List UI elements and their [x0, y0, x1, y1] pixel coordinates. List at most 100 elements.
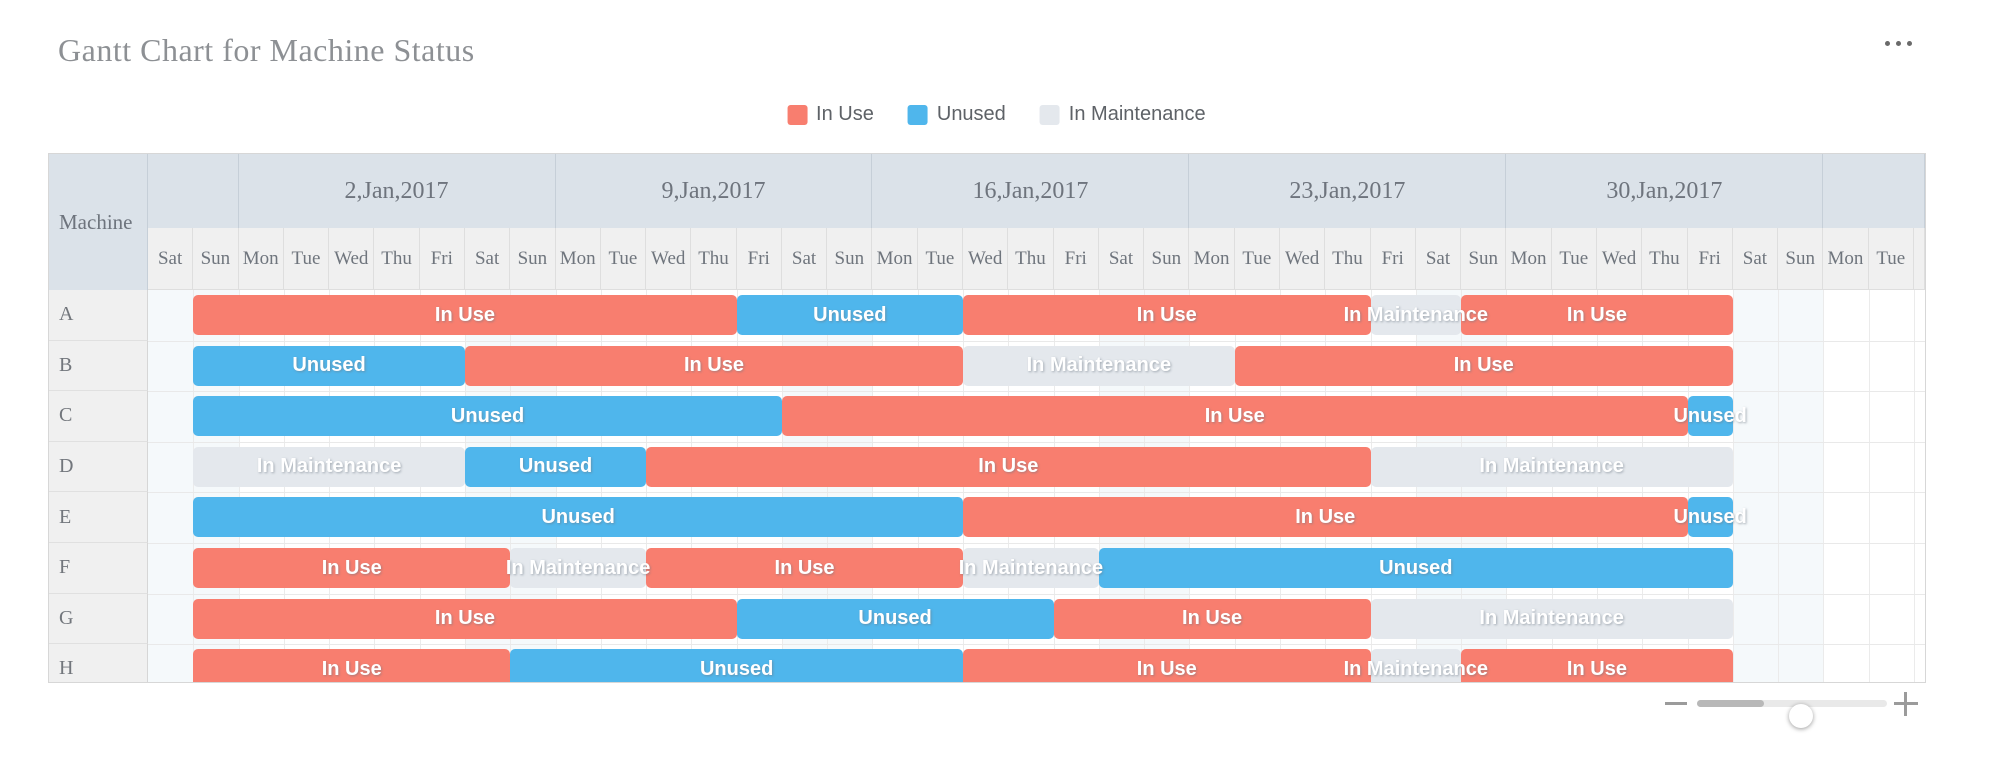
day-header-cell: Mon: [238, 228, 284, 290]
bar-status-label: In Maintenance: [958, 556, 1104, 579]
gantt-bar-D-inuse[interactable]: In Use: [646, 446, 1371, 487]
gantt-bar-A-inuse[interactable]: In Use: [963, 295, 1371, 335]
bar-status-label: In Use: [1136, 657, 1197, 680]
gantt-bar-B-unused[interactable]: Unused: [193, 345, 465, 386]
day-header-cell: Thu: [1325, 228, 1371, 290]
gantt-bar-E-inuse[interactable]: In Use: [963, 497, 1688, 538]
day-header-cell: Sun: [1144, 228, 1190, 290]
week-header-cell: 30,Jan,2017: [1506, 154, 1824, 228]
gantt-bar-G-inuse[interactable]: In Use: [193, 598, 737, 639]
gantt-bar-F-unused[interactable]: Unused: [1098, 548, 1733, 588]
gantt-bar-A-inuse[interactable]: In Use: [1461, 295, 1733, 335]
day-header-cell: Sun: [827, 228, 873, 290]
gantt-bar-G-inuse[interactable]: In Use: [1053, 598, 1371, 639]
gantt-bar-H-maint[interactable]: In Maintenance: [1344, 649, 1488, 682]
more-menu-button[interactable]: [1876, 30, 1920, 56]
row-gridline: [148, 391, 1925, 393]
bar-status-label: In Use: [683, 354, 744, 377]
legend-item-unused[interactable]: Unused: [907, 103, 1006, 126]
bar-status-label: Unused: [813, 303, 887, 326]
gantt-bar-F-inuse[interactable]: In Use: [646, 548, 964, 588]
bar-status-label: In Use: [434, 607, 495, 630]
day-label: Tue: [1876, 247, 1906, 269]
gantt-bar-G-unused[interactable]: Unused: [736, 598, 1054, 639]
machine-row-label-D: D: [49, 441, 148, 493]
gantt-bar-D-maint[interactable]: In Maintenance: [1370, 446, 1733, 487]
legend-item-in-use[interactable]: In Use: [787, 103, 874, 126]
gantt-bar-D-maint[interactable]: In Maintenance: [193, 446, 465, 487]
gantt-bar-B-inuse[interactable]: In Use: [464, 345, 964, 386]
day-label: Sat: [1108, 247, 1134, 269]
gantt-bar-A-unused[interactable]: Unused: [736, 295, 964, 335]
bar-status-label: Unused: [541, 505, 615, 528]
gantt-bar-F-maint[interactable]: In Maintenance: [506, 548, 650, 588]
row-gridline: [148, 644, 1925, 646]
legend: In Use Unused In Maintenance: [787, 103, 1206, 126]
gantt-bar-H-inuse[interactable]: In Use: [193, 649, 511, 682]
gantt-bar-D-unused[interactable]: Unused: [464, 446, 647, 487]
gantt-bar-C-inuse[interactable]: In Use: [781, 396, 1688, 437]
day-label: Fri: [1698, 247, 1721, 269]
gantt-bar-B-maint[interactable]: In Maintenance: [963, 345, 1235, 386]
day-label: Thu: [381, 247, 412, 269]
bar-status-label: Unused: [450, 404, 525, 427]
bar-status-label: Unused: [1379, 556, 1453, 579]
machine-row-label-F: F: [49, 543, 148, 594]
row-gridline: [148, 543, 1925, 544]
bar-status-label: In Use: [774, 556, 835, 579]
bar-status-label: In Maintenance: [256, 455, 402, 478]
bar-status-label: In Use: [434, 303, 495, 326]
day-header-cell: Sat: [1732, 228, 1779, 290]
zoom-slider-handle[interactable]: [1789, 704, 1813, 728]
machine-row-label-E: E: [49, 492, 148, 543]
gantt-bar-E-unused[interactable]: Unused: [193, 497, 964, 538]
week-header-cell: 2,Jan,2017: [238, 154, 556, 228]
machine-row-label-H: H: [49, 644, 148, 682]
gantt-bar-H-inuse[interactable]: In Use: [1461, 649, 1733, 682]
gantt-bar-A-inuse[interactable]: In Use: [193, 295, 737, 335]
day-label: Tue: [925, 247, 955, 269]
zoom-slider-track[interactable]: [1697, 700, 1887, 728]
gantt-bar-C-unused[interactable]: Unused: [193, 396, 782, 437]
week-header-cell: 16,Jan,2017: [872, 154, 1190, 228]
day-label: Sat: [1425, 247, 1451, 269]
day-header-cell: Tue: [1868, 228, 1914, 290]
bar-status-label: In Use: [1204, 404, 1265, 427]
day-label: Fri: [430, 247, 453, 269]
day-gridline: [1732, 290, 1734, 682]
machine-row-label-C: C: [49, 391, 148, 442]
gantt-bar-E-unused[interactable]: Unused: [1673, 497, 1747, 538]
ellipsis-icon: [1895, 40, 1901, 46]
day-label: Mon: [1827, 247, 1864, 269]
zoom-in-button[interactable]: [1894, 692, 1918, 716]
legend-item-in-maintenance[interactable]: In Maintenance: [1039, 103, 1206, 126]
gantt-bar-G-maint[interactable]: In Maintenance: [1370, 598, 1733, 639]
gantt-bar-A-maint[interactable]: In Maintenance: [1344, 295, 1488, 335]
week-header-cell-empty: [1823, 154, 1925, 228]
gantt-bar-F-inuse[interactable]: In Use: [193, 548, 511, 588]
gantt-bar-C-unused[interactable]: Unused: [1673, 396, 1747, 437]
zoom-out-button[interactable]: [1665, 702, 1687, 705]
bar-status-label: In Use: [1182, 607, 1243, 630]
machine-name: C: [59, 404, 73, 427]
day-label: Thu: [1649, 247, 1680, 269]
week-label: 16,Jan,2017: [972, 177, 1089, 204]
day-header-cell: Thu: [374, 228, 420, 290]
day-label: Sun: [1151, 247, 1182, 269]
day-label: Tue: [1242, 247, 1272, 269]
machine-row-label-G: G: [49, 593, 148, 645]
legend-label: In Maintenance: [1068, 103, 1206, 125]
bar-status-label: In Use: [1136, 303, 1197, 326]
gantt-bar-H-inuse[interactable]: In Use: [963, 649, 1371, 682]
bar-status-label: In Use: [1566, 303, 1627, 326]
gantt-bar-H-unused[interactable]: Unused: [510, 649, 964, 682]
machine-name: A: [59, 303, 74, 326]
gantt-bar-F-maint[interactable]: In Maintenance: [959, 548, 1103, 588]
gantt-table: Machine 2,Jan,2017 9,Jan,2017 16,Jan,2017 2…: [48, 153, 1926, 683]
day-header-cell: Sat: [781, 228, 828, 290]
bar-status-label: In Maintenance: [1343, 303, 1489, 326]
gantt-bar-B-inuse[interactable]: In Use: [1234, 345, 1733, 386]
day-label: Tue: [1559, 247, 1589, 269]
bar-status-label: In Use: [978, 455, 1039, 478]
bar-status-label: In Maintenance: [505, 556, 651, 579]
